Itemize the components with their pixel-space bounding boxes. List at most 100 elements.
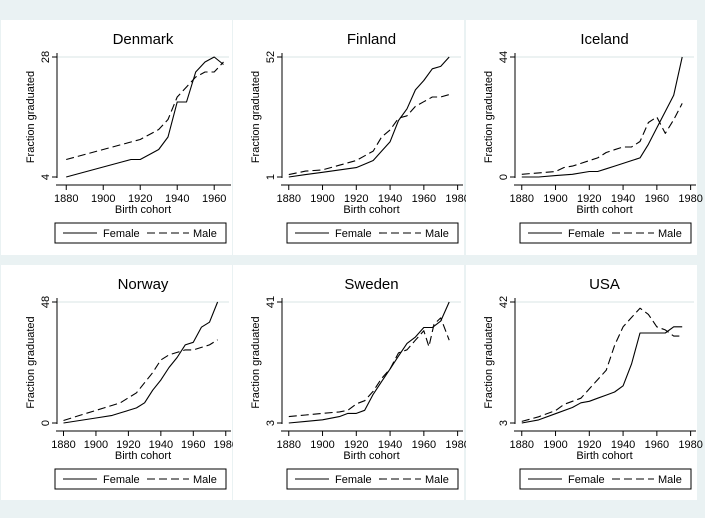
x-axis-label: Birth cohort bbox=[115, 204, 171, 216]
panel-title: Sweden bbox=[344, 276, 398, 293]
x-axis-label: Birth cohort bbox=[115, 450, 171, 462]
y-tick-label: 1 bbox=[265, 174, 277, 180]
legend: Female Male bbox=[519, 468, 692, 490]
y-tick-label: 44 bbox=[498, 51, 510, 63]
x-tick-label: 1960 bbox=[202, 193, 226, 205]
x-tick-label: 1960 bbox=[412, 439, 436, 451]
panel-iceland: Iceland 1880 1900 1920 1940 1960 1980 0 44 Birth … bbox=[466, 20, 703, 255]
legend-label-female: Female bbox=[103, 228, 140, 240]
y-tick-label: 52 bbox=[265, 51, 277, 63]
x-tick-label: 1920 bbox=[344, 193, 368, 205]
y-tick-label: 42 bbox=[498, 296, 510, 308]
y-axis-label: Fraction graduated bbox=[483, 316, 495, 408]
series-line-female bbox=[66, 56, 224, 178]
legend-box bbox=[54, 468, 227, 490]
x-tick-label: 1960 bbox=[645, 193, 669, 205]
x-tick-label: 1920 bbox=[577, 439, 601, 451]
series-line-male bbox=[63, 339, 218, 422]
x-tick-label: 1880 bbox=[277, 439, 301, 451]
y-axis-label: Fraction graduated bbox=[25, 316, 37, 408]
x-tick-label: 1980 bbox=[678, 193, 702, 205]
panel-title: Denmark bbox=[113, 31, 174, 48]
panel-background bbox=[233, 20, 464, 255]
x-tick-label: 1880 bbox=[510, 439, 534, 451]
legend: Female Male bbox=[519, 222, 692, 244]
x-tick-label: 1920 bbox=[344, 439, 368, 451]
x-tick-label: 1920 bbox=[116, 439, 140, 451]
panel-background bbox=[1, 265, 232, 500]
x-tick-label: 1940 bbox=[378, 439, 402, 451]
legend-label-male: Male bbox=[193, 228, 217, 240]
panel-title: Norway bbox=[118, 276, 169, 293]
panel-usa: USA 1880 1900 1920 1940 1960 1980 3 42 Birth coho… bbox=[466, 265, 703, 500]
x-tick-label: 1960 bbox=[645, 439, 669, 451]
x-axis-label: Birth cohort bbox=[343, 450, 399, 462]
panel-title: USA bbox=[589, 276, 620, 293]
x-tick-label: 1900 bbox=[543, 439, 567, 451]
legend-label-male: Male bbox=[425, 228, 449, 240]
y-tick-label: 4 bbox=[40, 174, 52, 180]
x-tick-label: 1920 bbox=[128, 193, 152, 205]
x-tick-label: 1980 bbox=[678, 439, 702, 451]
y-tick-label: 3 bbox=[265, 420, 277, 426]
x-axis-label: Birth cohort bbox=[343, 204, 399, 216]
legend-label-female: Female bbox=[103, 474, 140, 486]
panel-norway: Norway 1880 1900 1920 1940 1960 1980 0 48 Birth c… bbox=[1, 265, 238, 500]
series-line-female bbox=[288, 301, 450, 424]
y-axis-label: Fraction graduated bbox=[250, 316, 262, 408]
x-tick-label: 1940 bbox=[165, 193, 189, 205]
y-tick-label: 41 bbox=[265, 296, 277, 308]
y-axis-label: Fraction graduated bbox=[483, 71, 495, 163]
x-tick-label: 1900 bbox=[310, 439, 334, 451]
x-tick-label: 1980 bbox=[214, 439, 238, 451]
x-tick-label: 1980 bbox=[445, 193, 469, 205]
legend-box bbox=[519, 468, 692, 490]
legend-label-female: Female bbox=[568, 228, 605, 240]
legend: Female Male bbox=[54, 468, 227, 490]
legend-box bbox=[286, 468, 459, 490]
y-tick-label: 3 bbox=[498, 420, 510, 426]
panel-sweden: Sweden 1880 1900 1920 1940 1960 1980 3 41 Birth c… bbox=[233, 265, 470, 500]
x-tick-label: 1980 bbox=[445, 439, 469, 451]
legend-label-male: Male bbox=[658, 474, 682, 486]
series-line-female bbox=[63, 301, 219, 424]
x-tick-label: 1880 bbox=[277, 193, 301, 205]
panel-background bbox=[466, 265, 697, 500]
panel-background bbox=[466, 20, 697, 255]
x-tick-label: 1960 bbox=[181, 439, 205, 451]
x-tick-label: 1940 bbox=[611, 439, 635, 451]
x-tick-label: 1940 bbox=[149, 439, 173, 451]
legend-label-female: Female bbox=[568, 474, 605, 486]
legend-box bbox=[519, 222, 692, 244]
panel-denmark: Denmark 1880 1900 1920 1940 1960 4 28 Birth coho… bbox=[1, 20, 232, 255]
series-line-male bbox=[521, 307, 683, 422]
legend: Female Male bbox=[54, 222, 227, 244]
series-line-female bbox=[521, 326, 683, 424]
panel-finland: Finland 1880 1900 1920 1940 1960 1980 1 52 Birth … bbox=[233, 20, 470, 255]
x-tick-label: 1940 bbox=[378, 193, 402, 205]
y-tick-label: 0 bbox=[498, 174, 510, 180]
y-tick-label: 28 bbox=[40, 51, 52, 63]
x-tick-label: 1880 bbox=[510, 193, 534, 205]
legend-label-male: Male bbox=[658, 228, 682, 240]
x-tick-label: 1940 bbox=[611, 193, 635, 205]
legend-box bbox=[286, 222, 459, 244]
x-tick-label: 1900 bbox=[543, 193, 567, 205]
legend-label-male: Male bbox=[193, 474, 217, 486]
legend-label-female: Female bbox=[335, 228, 372, 240]
x-tick-label: 1900 bbox=[84, 439, 108, 451]
y-axis-label: Fraction graduated bbox=[250, 71, 262, 163]
series-line-male bbox=[288, 94, 450, 176]
panel-background bbox=[1, 20, 232, 255]
series-line-male bbox=[288, 317, 450, 418]
legend-label-female: Female bbox=[335, 474, 372, 486]
x-tick-label: 1880 bbox=[51, 439, 75, 451]
y-tick-label: 0 bbox=[40, 420, 52, 426]
y-tick-label: 48 bbox=[40, 296, 52, 308]
series-line-male bbox=[521, 103, 683, 175]
panel-title: Finland bbox=[347, 31, 396, 48]
legend-box bbox=[54, 222, 227, 244]
panel-background bbox=[233, 265, 464, 500]
legend: Female Male bbox=[286, 468, 459, 490]
series-line-female bbox=[288, 56, 450, 178]
